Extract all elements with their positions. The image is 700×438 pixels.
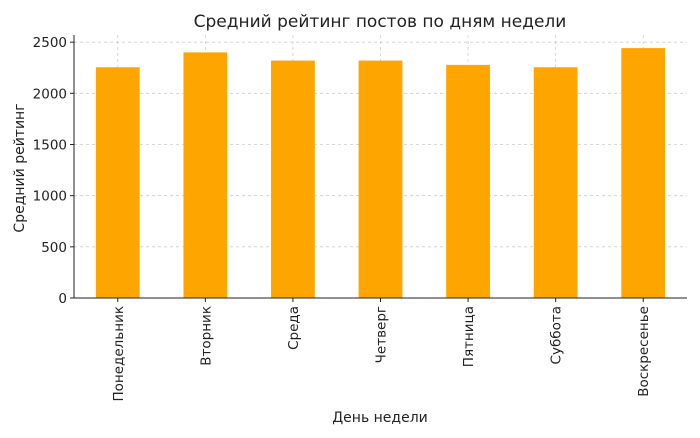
y-tick-label: 1000 bbox=[33, 189, 67, 205]
chart-title: Средний рейтинг постов по дням недели bbox=[194, 12, 567, 32]
bar bbox=[95, 67, 140, 298]
bar bbox=[271, 60, 315, 299]
bar bbox=[183, 52, 228, 299]
x-tick-label: Пятница bbox=[461, 306, 477, 367]
y-tick-label: 2000 bbox=[33, 86, 67, 102]
x-tick-label: Среда bbox=[286, 306, 302, 350]
x-tick-label: Суббота bbox=[549, 306, 565, 364]
y-axis-label: Средний рейтинг bbox=[12, 103, 28, 232]
y-tick-label: 2500 bbox=[33, 35, 67, 51]
axes: 0 500 1000 1500 2000 2500 Понедельник Вторник Ср… bbox=[33, 35, 687, 402]
x-axis-label: День недели bbox=[332, 410, 428, 426]
x-tick-label: Воскресенье bbox=[636, 306, 652, 397]
y-tick-label: 0 bbox=[58, 291, 67, 307]
x-tick-label: Четверг bbox=[374, 306, 390, 363]
y-tick-label: 500 bbox=[41, 240, 67, 256]
bar bbox=[446, 64, 490, 298]
bar bbox=[358, 60, 403, 299]
x-tick-label: Вторник bbox=[198, 306, 214, 366]
x-tick-label: Понедельник bbox=[111, 306, 127, 402]
bar bbox=[621, 48, 666, 298]
bars bbox=[95, 48, 666, 299]
y-tick-label: 1500 bbox=[33, 137, 67, 153]
bar bbox=[533, 67, 578, 298]
